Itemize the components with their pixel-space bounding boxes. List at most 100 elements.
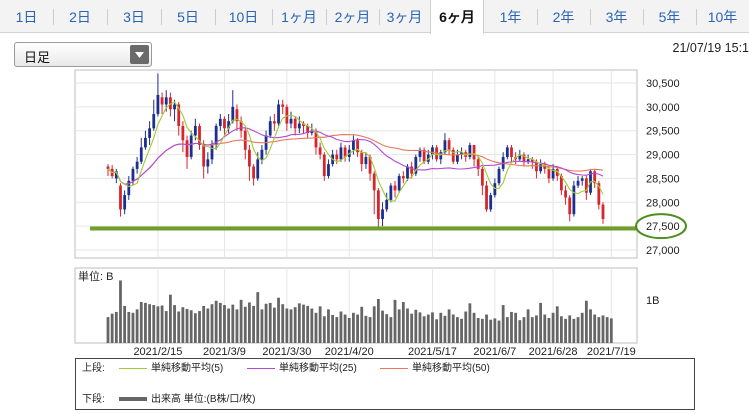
candle-body — [139, 147, 143, 162]
volume-bar — [372, 306, 376, 343]
tab-separator — [590, 9, 591, 25]
volume-bar — [501, 305, 505, 343]
volume-bar — [510, 311, 513, 343]
candle-body — [376, 190, 380, 219]
candle-body — [451, 149, 455, 162]
candle-body — [214, 125, 218, 146]
candle-body — [385, 199, 389, 210]
candle-body — [510, 147, 513, 157]
candle-body — [393, 185, 397, 191]
candle-body — [181, 125, 185, 141]
volume-bar — [447, 309, 451, 343]
candle-body — [297, 123, 301, 129]
chart-type-select[interactable]: 日足 — [14, 42, 152, 67]
tab-period-1[interactable]: 1日 — [15, 9, 38, 25]
ma5-swatch — [119, 367, 147, 369]
tab-separator — [537, 9, 538, 25]
candle-body — [322, 154, 326, 177]
volume-bar — [202, 305, 206, 343]
volume-bar — [439, 312, 443, 343]
tab-period-4[interactable]: 5日 — [177, 9, 199, 25]
candle-body — [564, 190, 567, 198]
volume-bar — [547, 317, 551, 343]
highlight-ellipse — [635, 213, 687, 240]
candle-body — [144, 137, 147, 148]
volume-bar — [476, 317, 480, 343]
candle-body — [156, 94, 160, 115]
volume-bar — [218, 302, 222, 343]
candle-body — [472, 145, 476, 160]
volume-unit-label: 単位: B — [78, 269, 113, 283]
tab-period-9[interactable]: 6ヶ月 — [430, 0, 484, 34]
volume-bar — [426, 314, 430, 343]
ma50-swatch — [380, 367, 408, 369]
tab-separator — [53, 9, 54, 25]
volume-bar — [264, 303, 268, 343]
volume-bar — [110, 313, 114, 343]
tab-period-2[interactable]: 2日 — [69, 9, 91, 25]
volume-bar — [584, 300, 588, 343]
period-tab-bar: 1日 2日 3日 5日 10日 1ヶ月 2ヶ月 3ヶ月 6ヶ月 1年 2年 3年 5年 10年 — [0, 0, 749, 34]
volume-bar — [376, 299, 380, 343]
tab-period-8[interactable]: 3ヶ月 — [386, 9, 423, 25]
candle-body — [135, 161, 139, 169]
candle-body — [372, 173, 376, 191]
candle-body — [189, 135, 193, 157]
volume-bar — [260, 309, 264, 343]
volume-bar — [114, 311, 118, 343]
tab-period-11[interactable]: 2年 — [552, 9, 575, 25]
tab-period-7[interactable]: 2ヶ月 — [334, 9, 371, 25]
volume-bar — [248, 302, 251, 343]
volume-bar — [335, 317, 339, 343]
candle-body — [281, 104, 285, 107]
candle-body — [389, 185, 393, 200]
candle-body — [401, 176, 405, 179]
candle-body — [218, 118, 222, 126]
volume-bar — [347, 317, 351, 343]
volume-bar — [231, 304, 235, 343]
candle-body — [164, 97, 168, 105]
legend-lower-row: 下段: 出来高 単位:(B株/口/枚) — [82, 393, 255, 407]
price-tick-label: 27,500 — [646, 221, 680, 233]
volume-bar — [310, 308, 314, 343]
legend-upper-label: 上段: — [82, 363, 105, 374]
volume-bar — [168, 294, 172, 343]
tab-period-12[interactable]: 3年 — [605, 9, 628, 25]
volume-bar — [485, 314, 488, 343]
tab-period-10[interactable]: 1年 — [499, 9, 522, 25]
tab-period-6[interactable]: 1ヶ月 — [281, 9, 317, 25]
volume-bar — [593, 314, 597, 343]
volume-bar — [435, 319, 439, 343]
volume-bar — [472, 312, 476, 343]
volume-bar — [568, 315, 572, 343]
volume-bar — [493, 318, 497, 343]
volume-bar — [489, 319, 493, 343]
date-tick-label: 2021/6/28 — [529, 346, 578, 358]
volume-bar — [535, 315, 538, 343]
volume-bar — [580, 312, 584, 343]
candle-body — [210, 145, 214, 160]
legend-ma5-label: 単純移動平均(5) — [151, 363, 224, 374]
candle-body — [302, 123, 305, 126]
tab-period-14[interactable]: 10年 — [707, 9, 738, 25]
candle-body — [414, 156, 418, 174]
candle-body — [202, 145, 206, 167]
chevron-down-icon[interactable] — [130, 45, 149, 64]
candle-body — [480, 168, 484, 186]
tab-period-5[interactable]: 10日 — [228, 9, 259, 25]
volume-bar — [297, 303, 301, 343]
volume-bar — [518, 320, 522, 343]
volume-bar — [119, 280, 122, 343]
volume-bar — [131, 312, 135, 343]
candle-body — [223, 118, 226, 129]
candle-body — [364, 156, 368, 165]
candle-body — [335, 154, 339, 160]
tab-period-13[interactable]: 5年 — [658, 9, 681, 25]
volume-bar — [522, 317, 526, 343]
tab-period-3[interactable]: 3日 — [123, 9, 145, 25]
candle-body — [493, 183, 497, 196]
date-tick-label: 2021/6/7 — [473, 346, 516, 358]
volume-bar — [343, 314, 347, 343]
volume-bar — [285, 308, 289, 343]
tab-separator — [107, 9, 108, 25]
